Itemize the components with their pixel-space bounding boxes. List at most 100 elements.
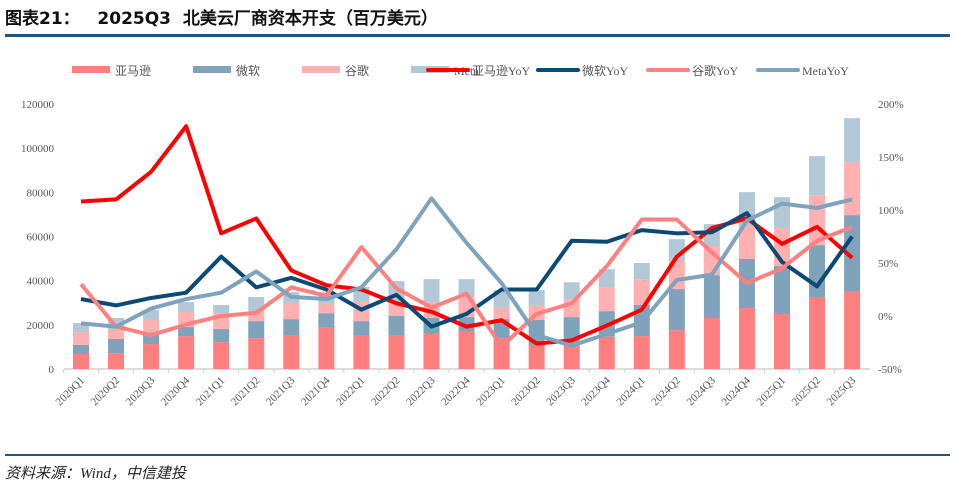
bar-亚马逊-2020Q2 [108,353,125,369]
bar-亚马逊-2022Q2 [388,334,405,369]
left-axis-tick-label: 80000 [27,187,55,199]
bar-亚马逊-2025Q1 [774,314,790,369]
bar-亚马逊-2022Q3 [423,333,440,369]
x-tick-label: 2022Q1 [334,375,368,409]
x-tick-label: 2025Q3 [825,374,859,408]
x-tick-label: 2020Q1 [54,375,88,409]
bar-微软-2021Q3 [283,319,300,335]
line-MetaYoY [80,196,853,348]
x-tick-label: 2020Q2 [89,375,123,409]
legend-swatch [193,66,231,73]
bar-微软-2020Q4 [178,327,195,337]
x-tick-label: 2025Q2 [790,375,824,409]
bar-亚马逊-2023Q3 [563,344,580,369]
bar-Meta-2023Q4 [598,269,615,288]
bar-亚马逊-2023Q4 [598,336,615,369]
bar-亚马逊-2021Q2 [248,338,265,369]
bar-微软-2020Q2 [108,338,125,354]
legend-swatch [72,66,110,73]
bar-谷歌-2024Q4 [738,225,755,260]
x-tick-label: 2025Q1 [755,375,789,409]
bar-微软-2020Q1 [73,344,89,354]
bar-Meta-2023Q2 [528,290,545,305]
figure-title: 图表21： 2025Q3 北美云厂商资本开支（百万美元） [5,9,438,29]
bar-微软-2025Q1 [774,266,790,315]
bar-亚马逊-2022Q1 [353,335,370,369]
legend-label: MetaYoY [802,64,849,78]
bar-谷歌-2020Q1 [73,332,89,345]
bar-微软-2022Q2 [388,316,405,335]
bar-微软-2022Q1 [353,321,370,336]
x-tick-label: 2021Q2 [229,375,263,409]
legend-label: 亚马逊 [115,64,151,78]
x-tick-label: 2022Q4 [439,374,473,408]
left-axis-tick-label: 60000 [27,232,55,244]
x-tick-label: 2023Q2 [509,375,543,409]
x-tick-label: 2021Q4 [299,374,333,408]
bar-亚马逊-2024Q3 [703,317,720,369]
right-axis-tick-label: -50% [878,364,902,376]
bar-Meta-2025Q2 [809,156,826,196]
x-tick-label: 2024Q4 [720,374,754,408]
legend-label: 微软YoY [582,64,628,78]
x-tick-label: 2022Q3 [404,374,438,408]
footer-divider [5,454,950,456]
title-divider [5,34,950,37]
bar-亚马逊-2023Q2 [528,344,545,369]
bar-Meta-2020Q3 [143,310,160,320]
legend-swatch [302,66,340,73]
legend-label: 谷歌YoY [692,63,738,78]
bar-Meta-2022Q4 [458,279,475,298]
bar-亚马逊-2021Q4 [318,327,335,369]
left-axis-tick-label: 20000 [27,320,55,332]
bar-亚马逊-2020Q4 [178,336,195,369]
bar-亚马逊-2023Q1 [493,338,510,369]
bar-亚马逊-2021Q3 [283,334,300,369]
bar-亚马逊-2024Q1 [633,336,650,369]
left-axis-tick-label: 0 [49,364,55,376]
legend-label: 谷歌 [345,63,369,78]
bar-微软-2024Q3 [703,275,720,318]
bar-亚马逊-2024Q2 [668,330,685,369]
bar-谷歌-2021Q3 [283,302,300,320]
legend-label: 亚马逊YoY [472,64,530,78]
bar-微软-2021Q2 [248,321,265,339]
bar-亚马逊-2020Q3 [143,344,160,369]
x-tick-label: 2024Q2 [649,375,683,409]
x-tick-label: 2020Q4 [159,374,193,408]
lines [79,124,854,349]
bar-微软-2025Q2 [809,245,826,298]
line-谷歌YoY [79,217,853,349]
bar-亚马逊-2025Q2 [809,297,826,369]
right-axis-tick-label: 150% [878,152,904,164]
x-tick-label: 2022Q2 [369,375,403,409]
x-tick-label: 2021Q3 [264,374,298,408]
right-axis-tick-label: 0% [878,311,893,323]
bar-亚马逊-2025Q3 [844,291,861,369]
x-tick-label: 2023Q1 [474,375,508,409]
left-axis-tick-label: 100000 [21,143,55,155]
x-tick-label: 2024Q3 [684,374,718,408]
legend: 亚马逊微软谷歌Meta亚马逊YoY微软YoY谷歌YoYMetaYoY [72,63,849,78]
bar-Meta-2020Q1 [73,323,89,333]
bar-谷歌-2024Q1 [633,279,650,305]
right-axis-tick-label: 50% [878,258,898,270]
bar-Meta-2021Q1 [213,304,230,314]
bar-谷歌-2020Q2 [108,329,125,339]
bar-亚马逊-2024Q4 [738,308,755,369]
bar-Meta-2022Q3 [423,279,440,303]
x-tick-label: 2023Q3 [544,374,578,408]
legend-label: 微软 [236,64,260,78]
bar-Meta-2020Q4 [178,302,195,313]
bar-亚马逊-2020Q1 [73,353,89,369]
right-axis-tick-label: 200% [878,99,904,111]
left-axis-tick-label: 120000 [21,99,55,111]
x-tick-label: 2021Q1 [194,375,228,409]
bar-亚马逊-2021Q1 [213,342,230,369]
x-tick-label: 2020Q3 [124,374,158,408]
bar-Meta-2024Q1 [633,263,650,280]
right-axis-tick-label: 100% [878,205,904,217]
bar-Meta-2025Q3 [844,118,861,163]
bar-微软-2021Q4 [318,313,335,328]
